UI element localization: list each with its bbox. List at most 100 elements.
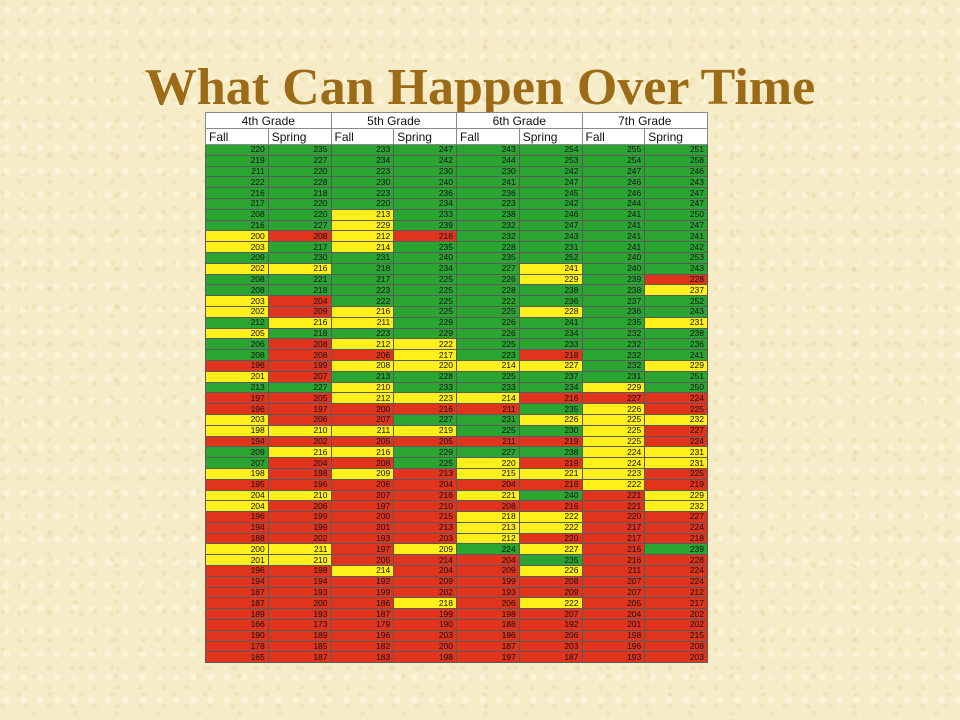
table-row: 190 189 196 203 196 206 198 215 (205, 629, 708, 642)
score-cell-7th-fall: 246 (581, 187, 646, 199)
score-cell-6th-spring: 227 (518, 359, 583, 372)
score-cell-6th-fall: 218 (456, 511, 520, 523)
score-cell-4th-spring: 206 (267, 413, 332, 426)
score-cell-6th-fall: 227 (456, 262, 520, 275)
score-cell-6th-fall: 212 (456, 532, 520, 545)
score-cell-6th-fall: 226 (456, 273, 520, 286)
score-cell-5th-spring: 209 (393, 575, 457, 588)
table-row: 201 207 213 228 225 237 231 251 (205, 370, 708, 383)
score-cell-5th-fall: 212 (330, 392, 395, 405)
score-cell-6th-fall: 209 (456, 565, 520, 577)
score-cell-4th-spring: 211 (267, 543, 332, 556)
table-row: 213 227 210 233 233 234 229 250 (205, 381, 708, 394)
score-cell-4th-fall: 196 (205, 565, 269, 577)
score-cell-7th-spring: 246 (644, 165, 708, 178)
table-row: 202 216 218 234 227 241 240 243 (205, 262, 708, 275)
score-cell-5th-fall: 229 (330, 219, 395, 232)
score-cell-6th-fall: 213 (456, 521, 520, 534)
score-cell-7th-spring: 232 (644, 500, 708, 513)
table-row: 220 235 233 247 243 254 255 251 (205, 144, 708, 156)
score-cell-6th-fall: 223 (456, 197, 520, 210)
score-cell-4th-spring: 185 (267, 640, 332, 653)
score-cell-6th-fall: 228 (456, 284, 520, 297)
score-cell-4th-spring: 208 (267, 230, 332, 243)
score-cell-4th-fall: 187 (205, 597, 269, 610)
score-cell-5th-spring: 247 (393, 144, 457, 156)
score-cell-7th-fall: 216 (581, 543, 646, 556)
table-row: 212 216 211 229 226 241 235 231 (205, 316, 708, 329)
score-cell-6th-spring: 241 (518, 316, 583, 329)
score-cell-6th-fall: 211 (456, 403, 520, 415)
grade-header-7th: 7th Grade (581, 112, 708, 129)
score-cell-6th-fall: 232 (456, 219, 520, 232)
score-cell-6th-fall: 199 (456, 575, 520, 588)
score-cell-4th-fall: 219 (205, 154, 269, 167)
score-cell-4th-fall: 201 (205, 554, 269, 567)
score-cell-5th-fall: 205 (330, 435, 395, 448)
score-cell-6th-spring: 207 (518, 608, 583, 621)
score-cell-7th-fall: 227 (581, 392, 646, 405)
score-cell-5th-spring: 223 (393, 392, 457, 405)
table-row: 204 210 207 216 221 240 221 229 (205, 489, 708, 502)
score-cell-5th-spring: 203 (393, 629, 457, 642)
score-cell-5th-fall: 196 (330, 629, 395, 642)
score-cell-5th-fall: 212 (330, 338, 395, 351)
score-cell-6th-spring: 218 (518, 349, 583, 361)
score-cell-5th-spring: 240 (393, 176, 457, 189)
term-header-7th-spring: Spring (644, 128, 708, 145)
score-cell-4th-fall: 203 (205, 241, 269, 253)
table-row: 207 204 208 225 220 219 224 231 (205, 457, 708, 469)
score-cell-4th-spring: 202 (267, 532, 332, 545)
table-row: 209 216 216 229 227 238 224 231 (205, 446, 708, 459)
score-cell-7th-spring: 224 (644, 575, 708, 588)
score-cell-7th-spring: 224 (644, 392, 708, 405)
score-cell-7th-spring: 203 (644, 651, 708, 664)
score-cell-5th-spring: 210 (393, 500, 457, 513)
score-cell-4th-spring: 210 (267, 424, 332, 437)
score-cell-6th-spring: 231 (518, 241, 583, 253)
grade-header-4th: 4th Grade (205, 112, 332, 129)
score-cell-7th-spring: 227 (644, 424, 708, 437)
table-row: 208 221 217 225 226 229 239 228 (205, 273, 708, 286)
score-cell-4th-fall: 204 (205, 500, 269, 513)
score-cell-4th-fall: 188 (205, 532, 269, 545)
score-cell-7th-spring: 202 (644, 619, 708, 631)
score-cell-6th-fall: 225 (456, 370, 520, 383)
score-cell-6th-spring: 245 (518, 187, 583, 199)
score-cell-5th-spring: 225 (393, 305, 457, 318)
score-cell-5th-fall: 192 (330, 575, 395, 588)
score-cell-4th-fall: 208 (205, 349, 269, 361)
score-cell-7th-fall: 232 (581, 349, 646, 361)
score-cell-7th-fall: 247 (581, 165, 646, 178)
score-cell-6th-fall: 215 (456, 467, 520, 480)
score-cell-7th-fall: 240 (581, 251, 646, 264)
score-cell-7th-spring: 252 (644, 295, 708, 307)
score-cell-5th-spring: 225 (393, 284, 457, 297)
score-cell-6th-spring: 192 (518, 619, 583, 631)
table-row: 189 193 187 199 198 207 204 202 (205, 608, 708, 621)
score-cell-6th-spring: 219 (518, 457, 583, 469)
score-cell-6th-fall: 188 (456, 619, 520, 631)
table-row: 188 202 193 203 212 220 217 218 (205, 532, 708, 545)
score-cell-6th-spring: 237 (518, 370, 583, 383)
score-cell-6th-spring: 234 (518, 381, 583, 394)
score-cell-6th-spring: 206 (518, 629, 583, 642)
table-row: 200 208 212 216 232 243 241 241 (205, 230, 708, 243)
score-cell-6th-fall: 226 (456, 327, 520, 340)
score-cell-6th-spring: 233 (518, 338, 583, 351)
table-row: 195 196 206 204 204 216 222 219 (205, 478, 708, 491)
table-row: 211 220 223 230 230 242 247 246 (205, 165, 708, 178)
score-cell-7th-spring: 224 (644, 565, 708, 577)
score-cell-6th-fall: 244 (456, 154, 520, 167)
score-cell-4th-fall: 200 (205, 230, 269, 243)
score-cell-7th-spring: 243 (644, 176, 708, 189)
score-cell-7th-fall: 241 (581, 230, 646, 243)
score-cell-7th-spring: 239 (644, 543, 708, 556)
score-cell-6th-spring: 235 (518, 403, 583, 415)
score-cell-7th-spring: 218 (644, 532, 708, 545)
score-cell-5th-spring: 227 (393, 413, 457, 426)
score-cell-4th-spring: 218 (267, 327, 332, 340)
score-cell-4th-fall: 197 (205, 392, 269, 405)
score-cell-6th-fall: 228 (456, 241, 520, 253)
score-cell-4th-spring: 204 (267, 295, 332, 307)
